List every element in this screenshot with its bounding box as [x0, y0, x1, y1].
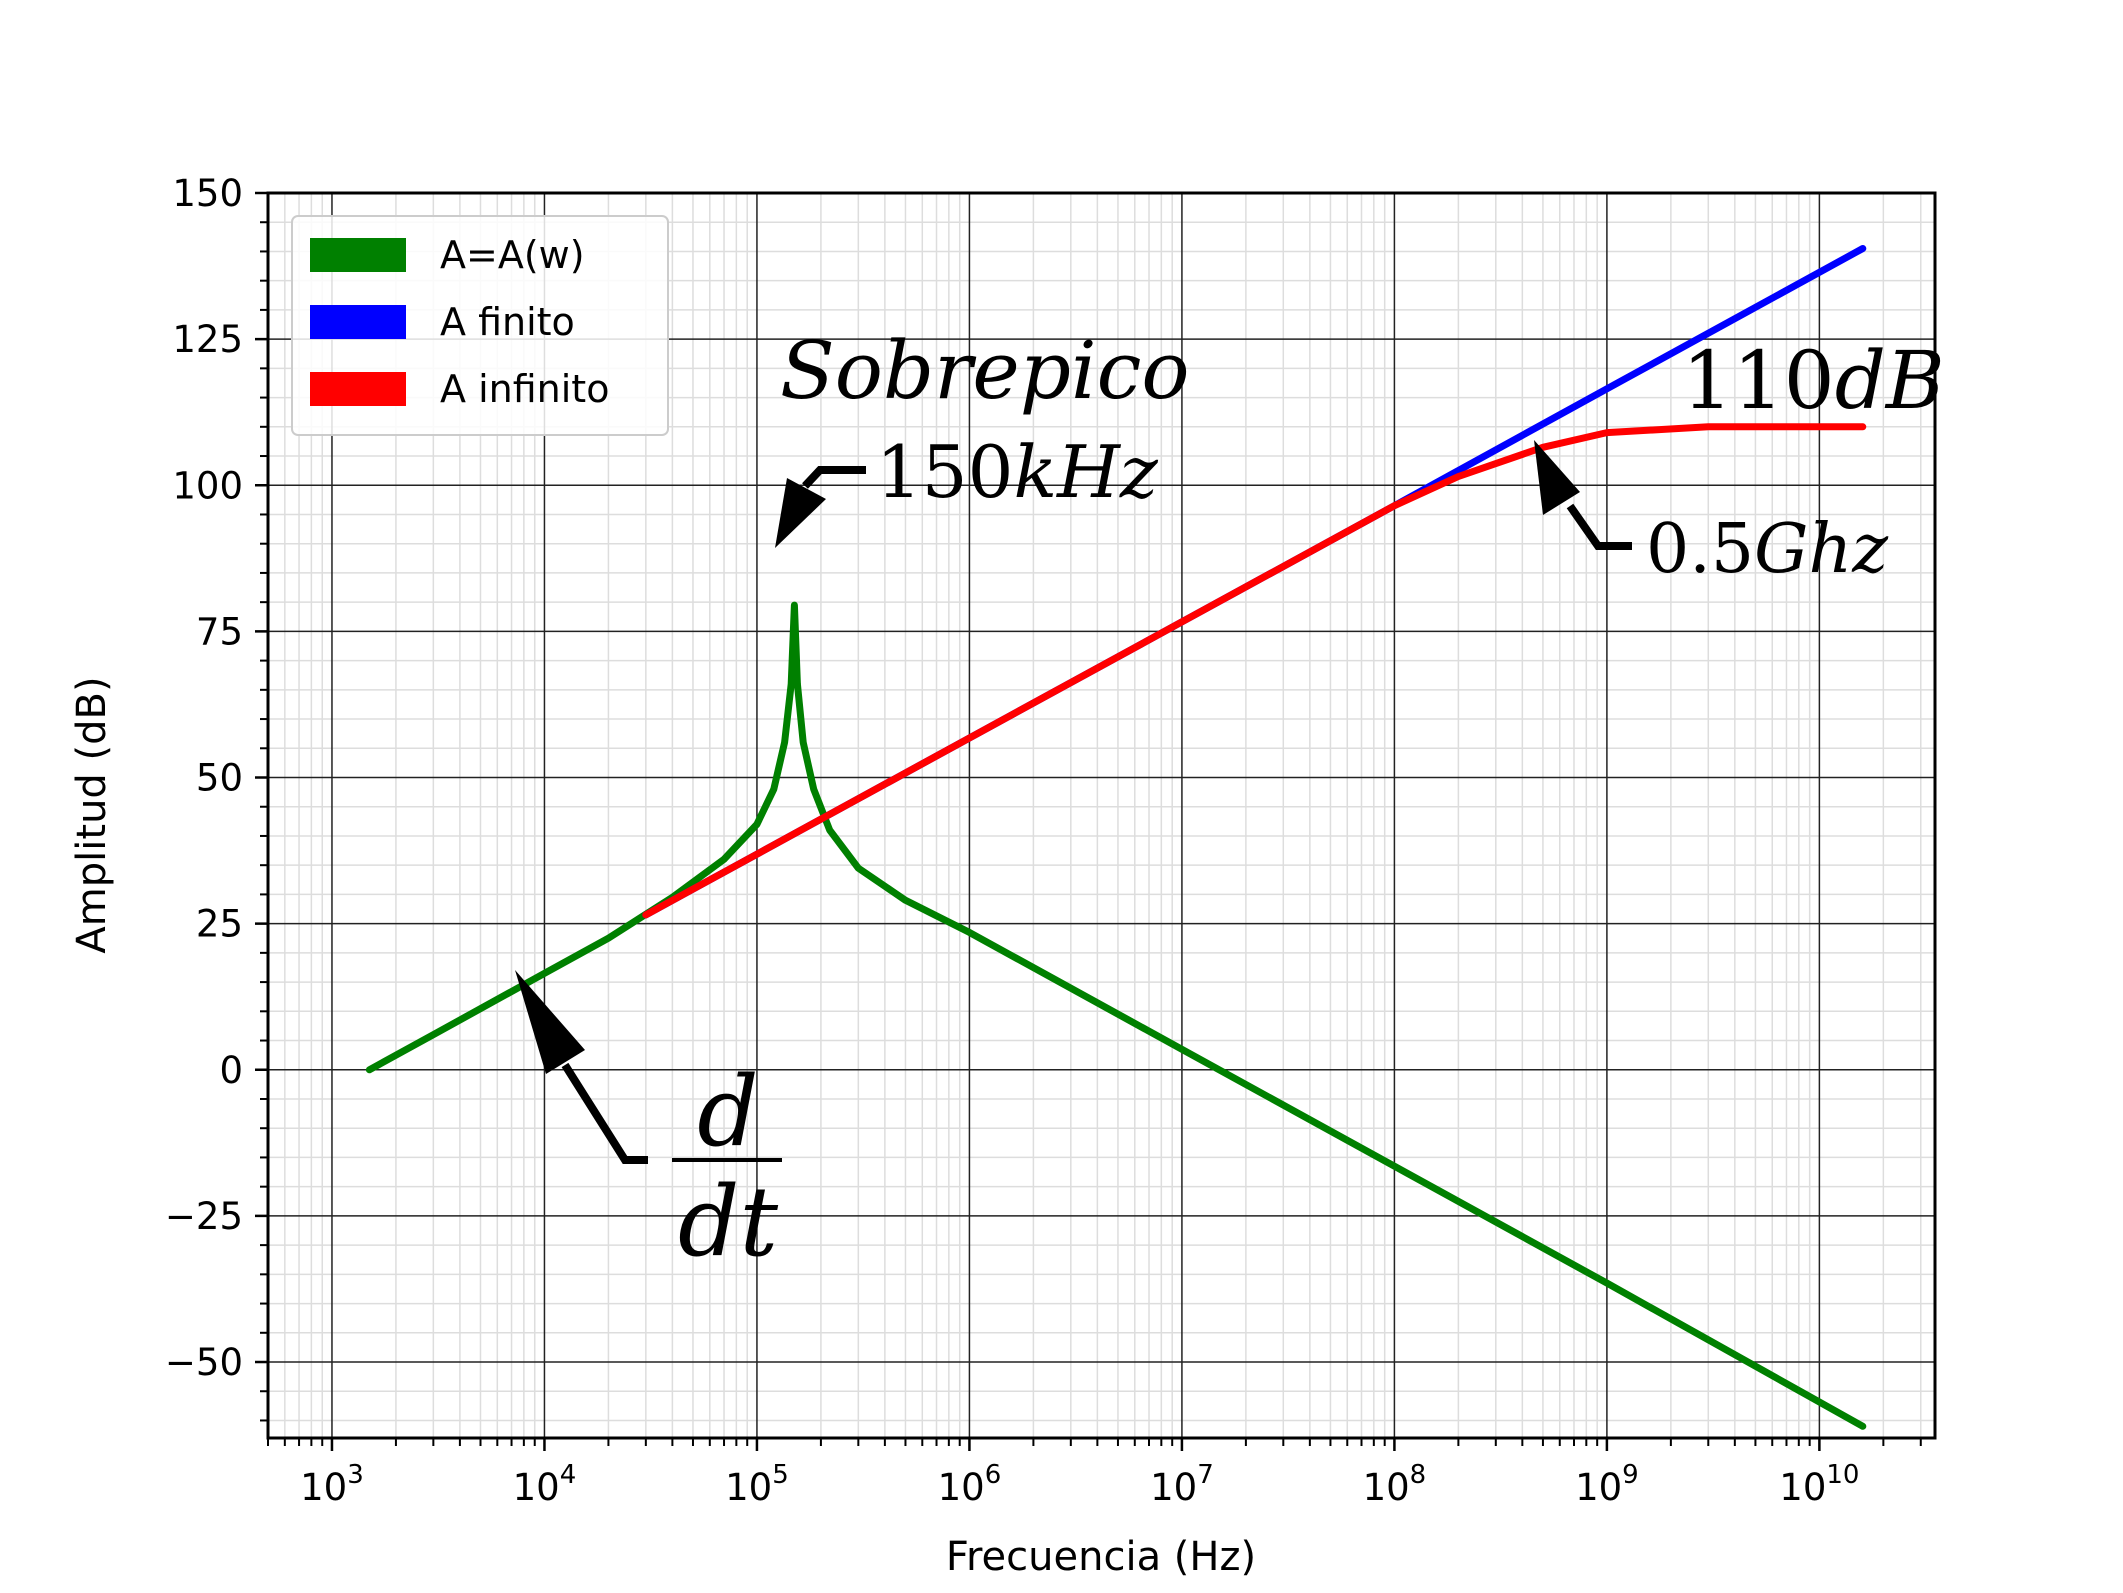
annotation-110db: 110dB — [1682, 334, 1945, 427]
y-axis-title: Amplitud (dB) — [69, 676, 115, 953]
y-tick-labels: 150 125 100 75 50 25 0 −25 −50 — [165, 172, 243, 1384]
legend-swatch-a-infinito — [310, 372, 406, 406]
y-tick-label: 75 — [196, 610, 243, 653]
legend-label-a-w: A=A(w) — [440, 233, 585, 277]
y-tick-label: 150 — [172, 172, 243, 215]
arrowhead-0-5ghz — [1534, 440, 1580, 515]
annotation-150khz: 150kHz — [876, 430, 1159, 514]
x-tick-label: 108 — [1363, 1460, 1427, 1509]
x-tick-label: 105 — [725, 1460, 789, 1509]
legend-label-a-finito: A finito — [440, 300, 575, 344]
y-tick-label: −25 — [165, 1195, 243, 1238]
plot-lines — [365, 245, 1867, 1430]
y-tick-label: 100 — [172, 464, 243, 507]
plot-frame — [266, 191, 1937, 1440]
x-tick-label: 103 — [300, 1460, 364, 1509]
arrowhead-150khz — [775, 478, 826, 548]
arrow-150khz — [802, 466, 866, 489]
x-tick-label: 109 — [1575, 1460, 1639, 1509]
x-tick-labels: 103 104 105 106 107 108 109 1010 — [300, 1460, 1859, 1509]
annotation-d-numerator: d — [697, 1056, 758, 1168]
y-tick-label: 50 — [196, 757, 243, 800]
y-tick-label: −50 — [165, 1341, 243, 1384]
x-tick-label: 1010 — [1779, 1460, 1859, 1509]
axis-ticks — [255, 191, 1922, 1451]
series-line-a-infinito — [642, 423, 1867, 919]
x-tick-label: 104 — [513, 1460, 577, 1509]
arrow-d-dt — [561, 1062, 648, 1164]
legend-swatch-a-w — [310, 238, 406, 272]
y-tick-label: 0 — [219, 1049, 243, 1092]
x-tick-label: 106 — [938, 1460, 1002, 1509]
y-tick-label: 125 — [172, 318, 243, 361]
annotation-sobrepico: Sobrepico — [780, 324, 1190, 417]
legend: A=A(w) A finito A infinito — [291, 215, 669, 436]
arrow-0-5ghz — [1566, 503, 1632, 550]
x-tick-label: 107 — [1150, 1460, 1214, 1509]
legend-swatch-a-finito — [310, 305, 406, 339]
annotation-0-5ghz: 0.5Ghz — [1646, 510, 1889, 589]
arrowhead-d-dt — [515, 970, 585, 1074]
annotations: Sobrepico 150kHz 110dB 0.5Ghz d dt — [515, 324, 1945, 1278]
y-tick-label: 25 — [196, 903, 243, 946]
series-line-a-a-w- — [365, 601, 1867, 1430]
legend-label-a-infinito: A infinito — [440, 367, 609, 411]
annotation-dt-denominator: dt — [678, 1166, 778, 1278]
x-axis-title: Frecuencia (Hz) — [946, 1534, 1256, 1580]
